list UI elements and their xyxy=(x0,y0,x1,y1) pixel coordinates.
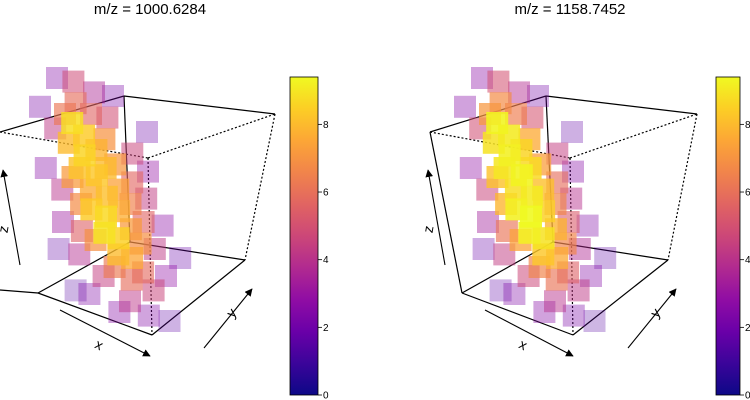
voxel-point xyxy=(583,310,606,332)
voxel-point xyxy=(108,301,131,323)
box-edge xyxy=(123,95,276,115)
voxel-point xyxy=(169,247,192,269)
x-axis-label: x xyxy=(93,336,107,353)
box-3d xyxy=(429,95,698,336)
voxel-point xyxy=(137,304,160,327)
box-edge xyxy=(0,289,39,294)
box-edge-hidden xyxy=(569,113,698,159)
voxel-point xyxy=(533,301,556,323)
voxel-point xyxy=(78,283,101,305)
axis-arrows xyxy=(0,169,253,357)
y-axis-arrow xyxy=(203,288,253,349)
x-axis-arrow xyxy=(484,309,574,357)
colorbar-tick-label: 0 xyxy=(323,391,329,400)
voxel-point xyxy=(527,85,549,107)
voxel-point xyxy=(93,221,116,244)
voxel-point xyxy=(510,164,533,187)
axis-arrows xyxy=(425,169,677,357)
voxel-point xyxy=(545,268,568,291)
box-edge xyxy=(461,292,574,336)
panel-title: m/z = 1000.6284 xyxy=(94,1,206,18)
voxel-point xyxy=(120,268,143,291)
voxel-point xyxy=(119,290,141,313)
voxel-point xyxy=(567,279,590,302)
x-axis-arrow xyxy=(59,309,151,357)
box-edge-hidden xyxy=(244,113,276,261)
voxel-point xyxy=(83,81,105,104)
voxel-point xyxy=(520,205,542,228)
colorbar-tick-label: 0 xyxy=(745,391,750,400)
voxel-point xyxy=(562,304,585,327)
colorbar: 0 2 4 6 8 xyxy=(289,76,329,400)
box-edge xyxy=(151,259,246,336)
colorbar-gradient xyxy=(289,76,319,396)
voxel-point xyxy=(85,164,108,187)
voxel-point xyxy=(498,144,521,167)
colorbar-tick-label: 4 xyxy=(323,255,329,266)
colorbar-tick-label: 2 xyxy=(745,323,750,334)
voxel-point xyxy=(487,70,510,93)
voxel-point xyxy=(561,121,583,143)
z-axis-label: z xyxy=(0,224,12,234)
voxel-point xyxy=(121,142,144,165)
voxel-point xyxy=(142,279,165,302)
voxel-point xyxy=(546,142,569,165)
box-edge xyxy=(37,292,153,336)
voxel-point xyxy=(64,279,87,302)
z-axis-arrow xyxy=(0,169,21,266)
points-layer xyxy=(29,67,192,332)
box-edge xyxy=(572,259,669,336)
voxel-point xyxy=(52,211,74,233)
voxel-point xyxy=(158,310,181,332)
colorbar-tick-label: 8 xyxy=(323,120,329,131)
colorbar-tick-label: 4 xyxy=(745,255,750,266)
voxel-point xyxy=(47,238,70,260)
voxel-point xyxy=(508,81,530,104)
voxel-point xyxy=(576,214,599,237)
colorbar-tick-label: 8 xyxy=(745,120,750,131)
voxel-point xyxy=(477,211,499,233)
voxel-point xyxy=(34,157,57,179)
colorbar-tick-label: 2 xyxy=(323,323,329,334)
voxel-point xyxy=(136,121,158,143)
colorbar: 0 2 4 6 8 xyxy=(715,76,750,400)
box-edge-hidden xyxy=(667,113,698,261)
voxel-point xyxy=(472,238,495,260)
y-axis-arrow xyxy=(627,288,677,349)
z-axis-arrow xyxy=(425,169,446,266)
box-edge-hidden xyxy=(147,113,276,159)
x-axis-label: x xyxy=(517,336,531,353)
voxel-point xyxy=(151,214,174,237)
voxel-point xyxy=(61,112,84,134)
colorbar-tick-label: 6 xyxy=(323,188,329,199)
z-axis-label: z xyxy=(420,224,437,234)
voxel-point xyxy=(486,112,509,134)
colorbar-tick-label: 6 xyxy=(745,188,750,199)
box-edge xyxy=(429,131,463,294)
voxel-point xyxy=(503,283,526,305)
voxel-point xyxy=(544,290,566,313)
voxel-point xyxy=(489,279,512,302)
voxel-point xyxy=(459,157,482,179)
voxel-point xyxy=(73,144,96,167)
panel-title: m/z = 1158.7452 xyxy=(514,1,625,18)
points-layer xyxy=(454,67,617,332)
box-edge xyxy=(545,95,698,115)
voxel-point xyxy=(62,70,85,93)
voxel-point xyxy=(454,95,476,118)
voxel-point xyxy=(594,247,617,269)
colorbar-gradient xyxy=(715,76,741,396)
voxel-point xyxy=(102,85,124,107)
voxel-point xyxy=(29,95,51,118)
